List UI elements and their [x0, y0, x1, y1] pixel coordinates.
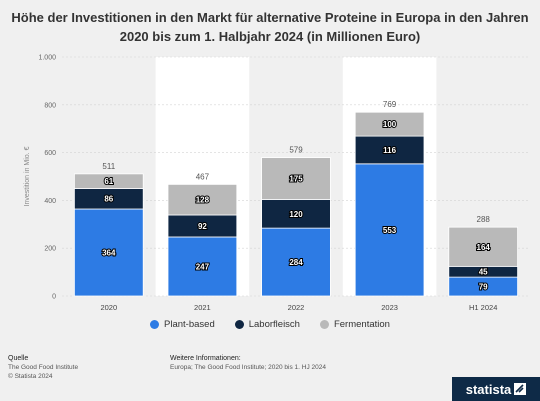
x-tick-label: 2021	[194, 303, 211, 312]
data-label: 116	[383, 146, 396, 155]
bar-segment	[74, 208, 144, 297]
source-line-2: © Statista 2024	[8, 373, 53, 380]
chart-legend: Plant-based Laborfleisch Fermentation	[0, 319, 540, 332]
data-label: 553	[383, 226, 397, 235]
total-label: 288	[477, 215, 491, 224]
y-tick-label: 400	[44, 198, 56, 205]
data-label: 364	[102, 249, 116, 258]
total-label: 467	[196, 172, 210, 181]
data-label: 164	[477, 243, 491, 252]
logo-text: statista	[465, 381, 512, 397]
legend-swatch	[319, 320, 329, 329]
data-label: 128	[196, 196, 210, 205]
data-label: 247	[196, 262, 210, 271]
info-block: Weitere Informationen: Europa; The Good …	[170, 354, 326, 372]
source-block: Quelle The Good Food Institute © Statist…	[8, 354, 78, 381]
x-tick-label: 2023	[381, 303, 398, 312]
logo-icon	[514, 383, 527, 395]
bar-segment	[167, 183, 238, 216]
bar-segment	[354, 111, 425, 137]
bar-segment	[74, 173, 144, 189]
y-tick-label: 800	[44, 102, 56, 109]
data-label: 45	[479, 268, 488, 277]
legend-swatch	[234, 320, 244, 329]
legend-label: Plant-based	[164, 319, 215, 330]
chart-title-line-2: 2020 bis zum 1. Halbjahr 2024 (in Millio…	[119, 29, 421, 44]
legend-label: Fermentation	[333, 319, 390, 330]
bar-segment	[354, 163, 425, 297]
data-label: 92	[198, 222, 207, 231]
y-tick-label: 200	[44, 246, 56, 253]
y-tick-label: 0	[52, 294, 56, 301]
statista-logo[interactable]: statista	[452, 377, 540, 401]
legend-swatch	[150, 320, 160, 329]
data-label: 79	[479, 283, 488, 292]
legend-label: Laborfleisch	[248, 319, 300, 330]
total-label: 579	[289, 146, 303, 155]
bar-segment	[448, 226, 518, 267]
legend-item[interactable]: Plant-based	[150, 319, 215, 330]
bar-segment	[261, 227, 331, 297]
source-line-1[interactable]: The Good Food Institute	[8, 364, 79, 371]
y-tick-label: 1.000	[38, 55, 56, 62]
bar-chart: 0 200 400 600 800 1.000 Investition in Mio. € 3…	[24, 55, 530, 312]
total-label: 511	[102, 162, 115, 171]
x-tick-label: 2020	[100, 303, 117, 312]
chart-title-line-1: Höhe der Investitionen in den Markt für …	[11, 10, 529, 25]
data-label: 100	[383, 120, 397, 129]
y-axis-label: Investition in Mio. €	[24, 146, 31, 206]
data-label: 284	[289, 258, 303, 267]
x-tick-label: H1 2024	[469, 303, 497, 312]
x-tick-label: 2022	[288, 303, 305, 312]
legend-item[interactable]: Fermentation	[319, 319, 390, 330]
bar-segment	[354, 135, 425, 165]
info-text: Europa; The Good Food Institute; 2020 bi…	[170, 364, 326, 371]
total-label: 769	[383, 100, 397, 109]
data-label: 61	[104, 177, 113, 186]
chart-title: Höhe der Investitionen in den Markt für …	[0, 8, 540, 46]
bar-segment	[261, 157, 331, 200]
info-heading[interactable]: Weitere Informationen:	[170, 355, 241, 362]
bar-segment	[261, 199, 331, 229]
source-heading: Quelle	[8, 355, 29, 362]
data-label: 86	[104, 195, 113, 204]
y-tick-label: 600	[44, 150, 56, 157]
legend-item[interactable]: Laborfleisch	[234, 319, 300, 330]
data-label: 120	[289, 210, 303, 219]
bar-segment	[167, 236, 238, 297]
data-label: 175	[289, 175, 303, 184]
